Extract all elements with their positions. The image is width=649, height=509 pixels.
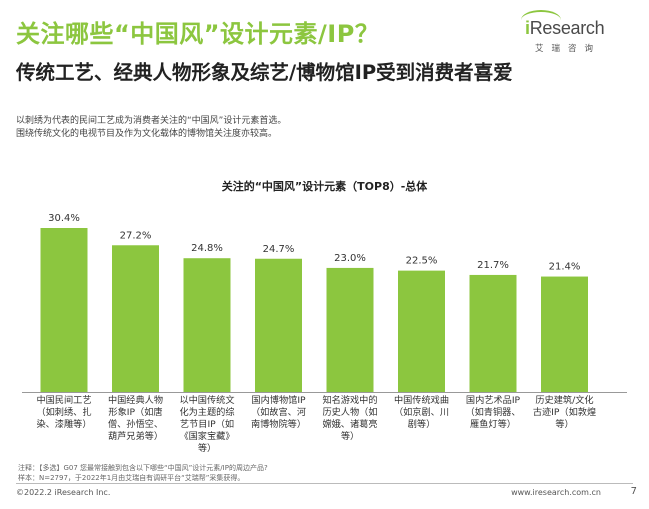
bar-2 <box>112 245 159 392</box>
category-label-1: 中国民间工艺（如刺绣、扎染、漆雕等） <box>36 395 92 430</box>
copyright: ©2022.2 iResearch Inc. <box>16 488 111 497</box>
category-label-5: 知名游戏中的历史人物（如嫦娥、诸葛亮等） <box>322 395 378 442</box>
bar-4 <box>255 258 302 392</box>
description-line-2: 围绕传统文化的电视节目及作为文化载体的博物馆关注度亦较高。 <box>16 129 278 139</box>
category-label-2: 中国经典人物形象IP（如唐僧、孙悟空、葫芦兄弟等） <box>107 395 164 442</box>
footer-divider <box>16 483 633 484</box>
category-label-8: 历史建筑/文化古迹IP（如敦煌等） <box>532 395 597 430</box>
bar-3 <box>183 258 231 392</box>
data-label-2: 27.2% <box>120 230 152 241</box>
footnote-question: 注释：【多选】G07 您最常接触到包含以下哪些“中国风”设计元素/IP的周边产品… <box>18 464 268 472</box>
category-label-6: 中国传统戏曲（如京剧、川剧等） <box>393 395 450 430</box>
logo-arc <box>521 10 561 30</box>
data-label-1: 30.4% <box>48 213 80 224</box>
category-label-3: 以中国传统文化为主题的综艺节目IP（如《国家宝藏》等） <box>179 395 235 454</box>
iresearch-logo: iResearch 艾瑞咨询 <box>521 10 627 64</box>
website-link[interactable]: www.iresearch.com.cn <box>511 488 601 497</box>
description-line-1: 以刺绣为代表的民间工艺成为消费者关注的“中国风”设计元素首选。 <box>16 116 287 126</box>
data-label-8: 21.4% <box>549 262 581 273</box>
page-title: 关注哪些“中国风”设计元素/IP？ <box>16 20 380 48</box>
data-label-3: 24.8% <box>191 243 223 254</box>
category-label-4: 国内博物馆IP（如故宫、河南博物院等） <box>250 395 307 430</box>
page-subtitle: 传统工艺、经典人物形象及综艺/博物馆IP受到消费者喜爱 <box>16 61 513 84</box>
page-number: 7 <box>630 486 637 497</box>
data-label-4: 24.7% <box>263 244 295 255</box>
category-label-7: 国内艺术品IP（如青铜器、雁鱼灯等） <box>465 395 521 430</box>
bar-8 <box>541 276 588 392</box>
chart-title: 关注的“中国风”设计元素（TOP8）-总体 <box>221 180 428 193</box>
data-label-7: 21.7% <box>477 260 509 271</box>
bar-5 <box>326 267 374 392</box>
data-label-6: 22.5% <box>406 256 438 267</box>
bar-1 <box>40 228 88 392</box>
bar-6 <box>398 270 445 392</box>
logo-subtitle: 艾瑞咨询 <box>535 44 602 54</box>
logo-wordmark: iResearch <box>525 18 605 38</box>
bar-7 <box>469 274 517 392</box>
data-label-5: 23.0% <box>334 253 366 264</box>
footnote-sample: 样本：N=2797，于2022年1月由艾瑞自有调研平台“艾瑞帮”采集获得。 <box>18 474 245 482</box>
